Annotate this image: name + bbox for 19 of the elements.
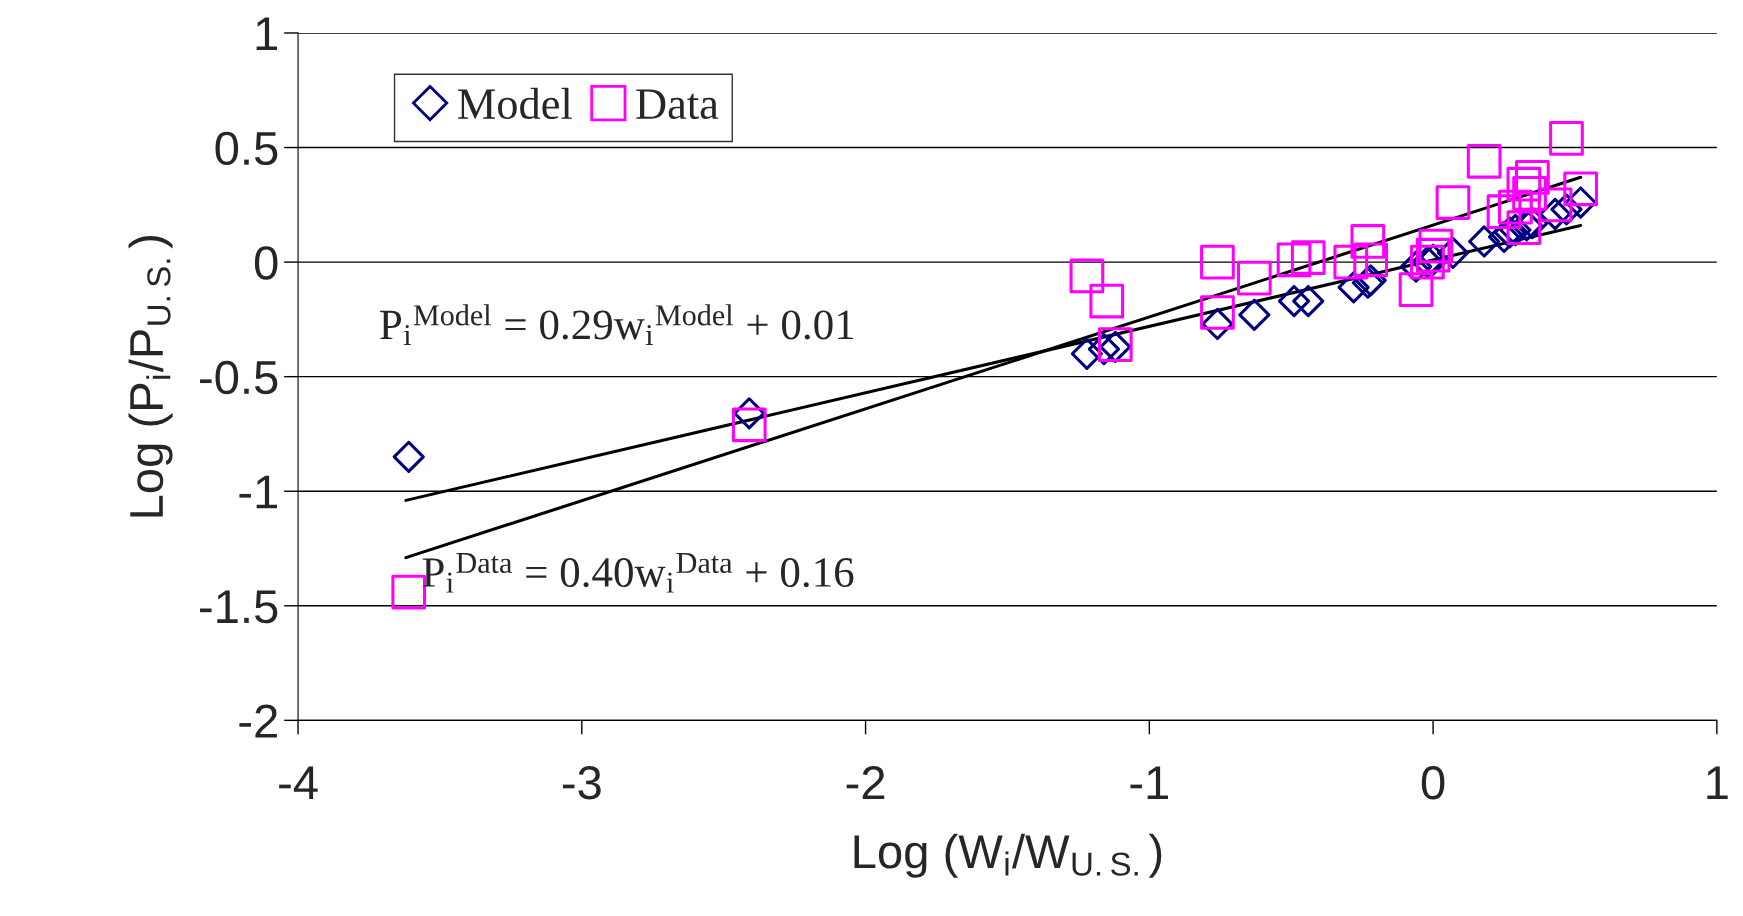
x-tick-label: -2 (846, 766, 885, 800)
x-tick-label: -3 (562, 766, 601, 800)
y-axis-title: Log (P$_{i}$/P$_{U.S.}$) (128, 236, 173, 517)
y-tick-label: 0 (254, 246, 278, 280)
x-tick-label: 1 (1707, 766, 1728, 800)
x-tick-label: 0 (1421, 766, 1445, 800)
y-tick-label: -2 (239, 704, 277, 738)
x-axis-title: Log (W$_{i}$/W$_{U.S.}$) (854, 833, 1162, 878)
y-tick-label: 1 (256, 17, 277, 51)
legend-label: Data (636, 89, 719, 120)
annotation: P$_{i}$$^{Data}$ = 0.40w$_{i}$$^{Data}$ + 0.16 (422, 553, 854, 593)
y-tick-label: -1 (239, 475, 277, 509)
y-tick-label: 0.5 (215, 131, 278, 166)
y-tick-label: -1.5 (200, 590, 278, 624)
y-tick-label: -0.5 (200, 360, 278, 395)
legend-label: Model (458, 87, 572, 120)
x-tick-label: -1 (1130, 766, 1169, 800)
annotation: P$_{i}$$^{Model}$ = 0.29w$_{i}$$^{Model}$ + 0.01 (380, 304, 854, 345)
x-tick-label: -4 (279, 766, 318, 800)
